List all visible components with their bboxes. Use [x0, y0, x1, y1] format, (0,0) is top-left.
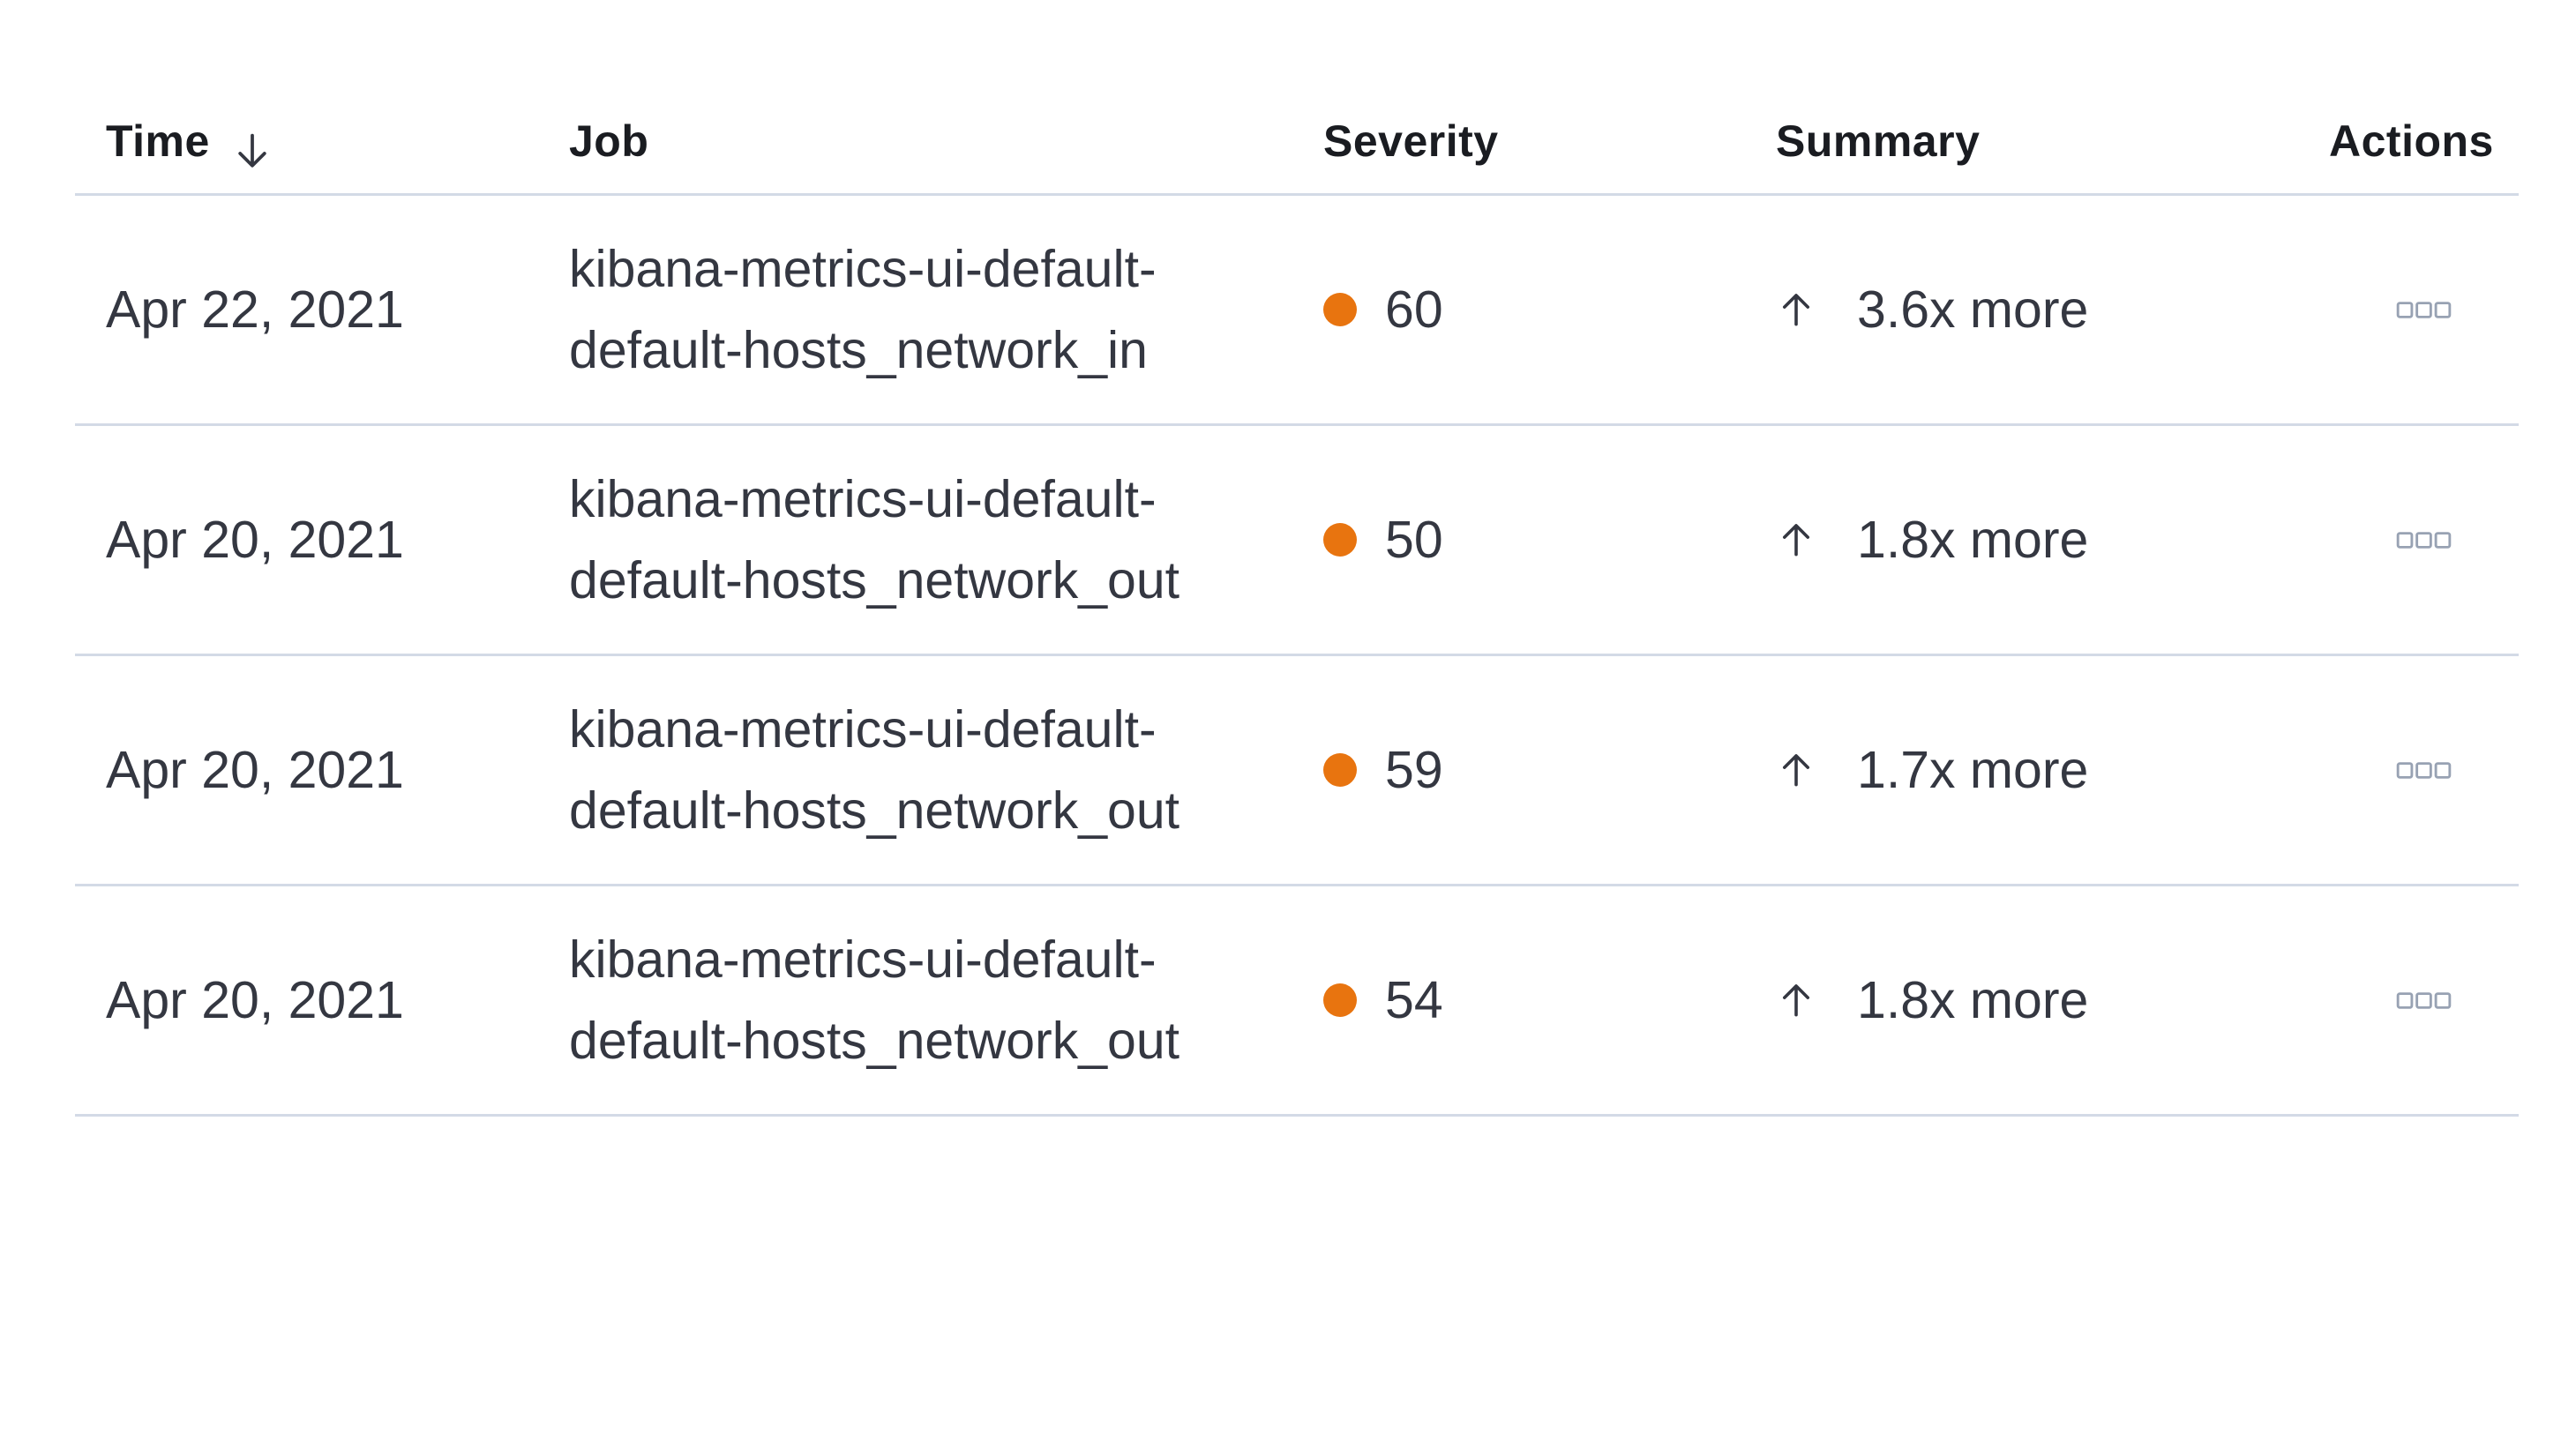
severity-score: 60 — [1385, 280, 1443, 339]
table-row: Apr 20, 2021 kibana-metrics-ui-default-d… — [75, 656, 2519, 886]
boxes-horizontal-icon — [2396, 991, 2452, 1010]
column-header-job-label: Job — [569, 116, 649, 166]
column-header-severity-label: Severity — [1323, 116, 1499, 166]
summary-text: 1.8x more — [1857, 971, 2089, 1029]
boxes-horizontal-icon — [2396, 761, 2452, 780]
anomaly-time: Apr 20, 2021 — [106, 741, 404, 799]
severity-score: 50 — [1385, 511, 1443, 569]
row-actions-button[interactable] — [2387, 752, 2460, 789]
row-actions-button[interactable] — [2387, 292, 2460, 328]
boxes-horizontal-icon — [2396, 531, 2452, 549]
sort-descending-icon — [231, 130, 273, 172]
table-row: Apr 22, 2021 kibana-metrics-ui-default-d… — [75, 196, 2519, 426]
column-header-time[interactable]: Time — [75, 0, 569, 193]
severity-dot-icon — [1323, 523, 1357, 557]
summary-text: 3.6x more — [1857, 280, 2089, 339]
severity-score: 59 — [1385, 741, 1443, 799]
severity-dot-icon — [1323, 293, 1357, 326]
column-header-job: Job — [569, 0, 1323, 193]
severity-score: 54 — [1385, 971, 1443, 1029]
anomaly-job-id: kibana-metrics-ui-default-default-hosts_… — [569, 240, 1157, 379]
anomaly-job-id: kibana-metrics-ui-default-default-hosts_… — [569, 700, 1180, 840]
arrow-up-icon — [1776, 980, 1816, 1020]
anomaly-time: Apr 22, 2021 — [106, 280, 404, 339]
anomaly-time: Apr 20, 2021 — [106, 511, 404, 569]
table-row: Apr 20, 2021 kibana-metrics-ui-default-d… — [75, 886, 2519, 1117]
boxes-horizontal-icon — [2396, 301, 2452, 319]
column-header-summary: Summary — [1776, 0, 2329, 193]
anomaly-job-id: kibana-metrics-ui-default-default-hosts_… — [569, 931, 1180, 1070]
anomaly-job-id: kibana-metrics-ui-default-default-hosts_… — [569, 470, 1180, 609]
row-actions-button[interactable] — [2387, 983, 2460, 1019]
column-header-actions: Actions — [2329, 0, 2519, 193]
anomaly-time: Apr 20, 2021 — [106, 971, 404, 1029]
column-header-time-label: Time — [106, 116, 210, 166]
table-header-row: Time Job Severity Summary Actions — [75, 0, 2519, 196]
summary-text: 1.8x more — [1857, 511, 2089, 569]
column-header-actions-label: Actions — [2329, 116, 2494, 166]
arrow-up-icon — [1776, 750, 1816, 790]
arrow-up-icon — [1776, 289, 1816, 330]
summary-text: 1.7x more — [1857, 741, 2089, 799]
arrow-up-icon — [1776, 519, 1816, 560]
column-header-severity: Severity — [1323, 0, 1776, 193]
severity-dot-icon — [1323, 983, 1357, 1017]
column-header-summary-label: Summary — [1776, 116, 1981, 166]
anomalies-table: Time Job Severity Summary Actions — [75, 0, 2519, 1117]
row-actions-button[interactable] — [2387, 522, 2460, 558]
severity-dot-icon — [1323, 753, 1357, 787]
table-row: Apr 20, 2021 kibana-metrics-ui-default-d… — [75, 426, 2519, 656]
table-body: Apr 22, 2021 kibana-metrics-ui-default-d… — [75, 196, 2519, 1117]
